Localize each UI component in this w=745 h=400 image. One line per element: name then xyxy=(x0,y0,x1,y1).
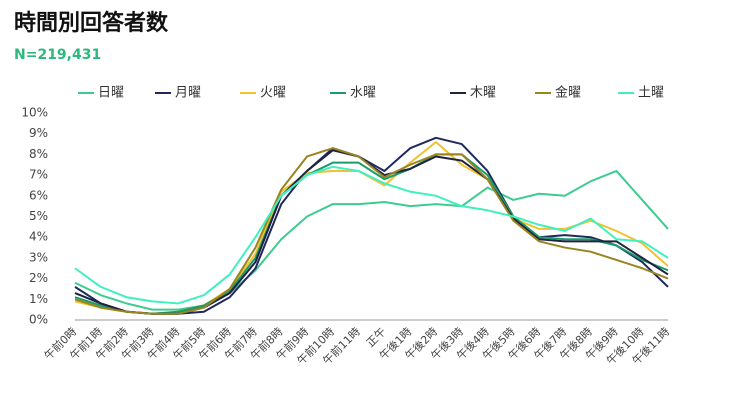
legend-label: 水曜 xyxy=(350,86,376,101)
legend-label: 金曜 xyxy=(555,85,581,101)
series-line xyxy=(74,169,669,311)
series-line xyxy=(74,136,669,315)
y-tick-label: 0% xyxy=(29,313,48,327)
y-tick-label: 1% xyxy=(29,292,48,306)
chart-title: 時間別回答者数 xyxy=(14,10,169,36)
legend-label: 木曜 xyxy=(470,86,496,101)
chart-subtitle: N=219,431 xyxy=(14,47,101,63)
legend-label: 月曜 xyxy=(175,86,201,101)
y-tick-label: 2% xyxy=(29,271,48,285)
y-tick-label: 9% xyxy=(29,126,48,140)
series-line xyxy=(74,149,669,315)
legend-label: 日曜 xyxy=(98,86,124,101)
y-tick-label: 7% xyxy=(29,168,48,182)
y-tick-label: 3% xyxy=(29,250,48,264)
series-line xyxy=(74,147,669,315)
series-line xyxy=(74,153,669,315)
y-tick-label: 4% xyxy=(29,230,48,244)
y-tick-label: 8% xyxy=(29,147,48,161)
legend-label: 火曜 xyxy=(260,86,286,101)
y-tick-label: 10% xyxy=(21,106,48,120)
legend-label: 土曜 xyxy=(638,86,664,101)
y-tick-label: 5% xyxy=(29,209,48,223)
series-line xyxy=(74,165,669,305)
y-tick-label: 6% xyxy=(29,188,48,202)
